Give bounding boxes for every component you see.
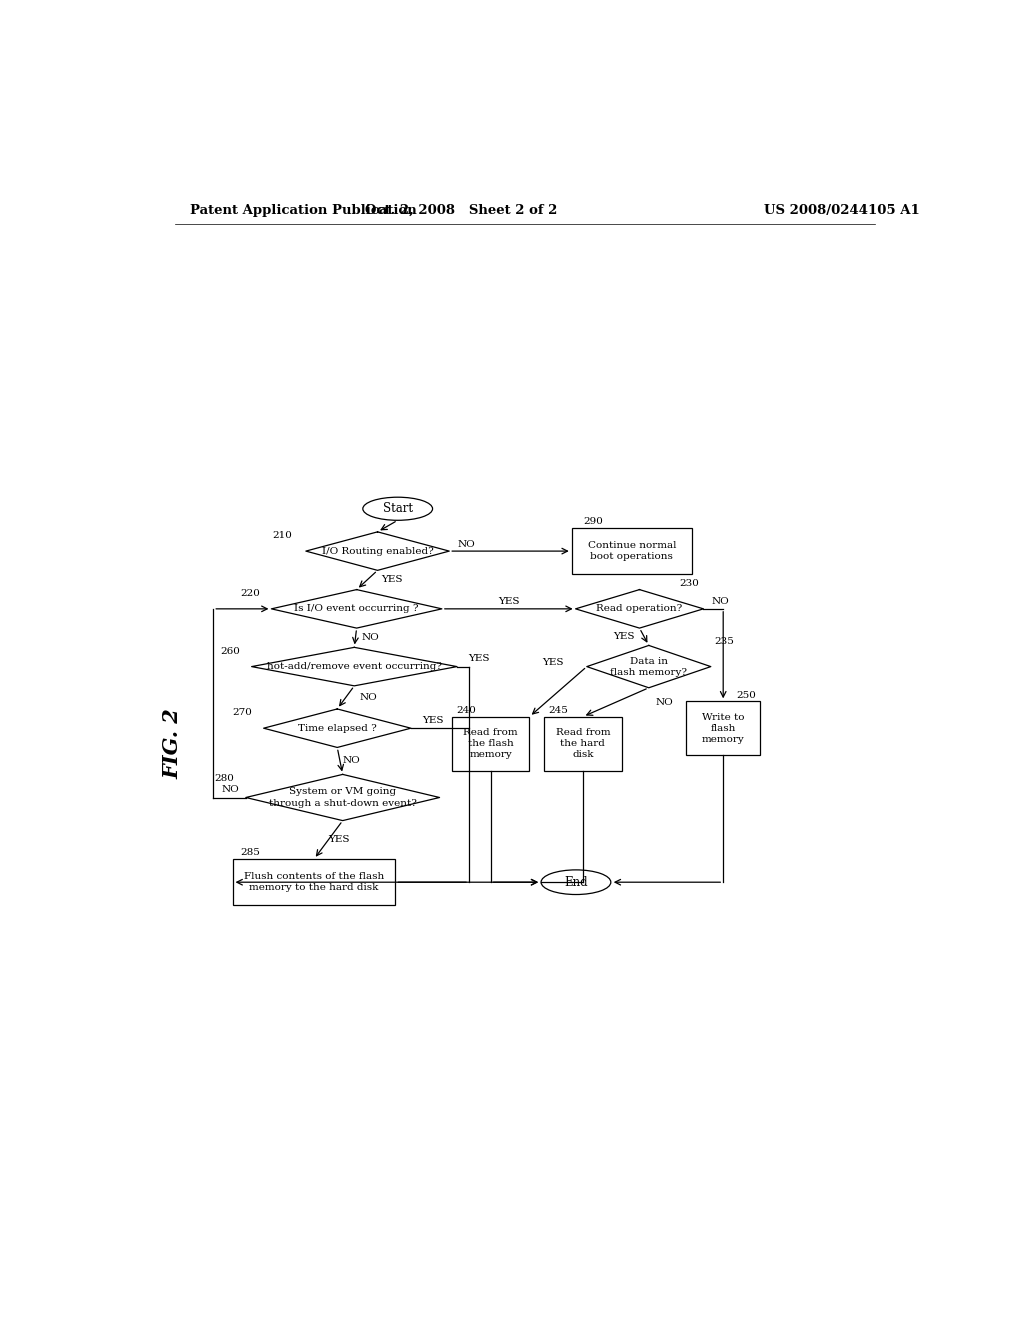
Text: 240: 240	[456, 706, 476, 715]
Text: Write to
flash
memory: Write to flash memory	[701, 713, 744, 743]
Text: Continue normal
boot operations: Continue normal boot operations	[588, 541, 676, 561]
Text: NO: NO	[222, 785, 240, 795]
Text: Is I/O event occurring ?: Is I/O event occurring ?	[294, 605, 419, 614]
Text: FIG. 2: FIG. 2	[163, 709, 183, 779]
Text: NO: NO	[712, 597, 729, 606]
Text: End: End	[564, 875, 588, 888]
Text: NO: NO	[359, 693, 377, 702]
Text: Read from
the flash
memory: Read from the flash memory	[464, 729, 518, 759]
Text: 260: 260	[220, 647, 240, 656]
Text: 245: 245	[548, 706, 568, 715]
Text: Start: Start	[383, 502, 413, 515]
Text: NO: NO	[361, 634, 380, 643]
Text: Read operation?: Read operation?	[596, 605, 683, 614]
Text: I/O Routing enabled?: I/O Routing enabled?	[322, 546, 433, 556]
Text: 235: 235	[715, 638, 734, 645]
Text: YES: YES	[613, 632, 635, 642]
Text: NO: NO	[458, 540, 475, 549]
Text: 290: 290	[584, 517, 603, 527]
Text: 220: 220	[240, 589, 260, 598]
Text: 280: 280	[214, 774, 234, 783]
Text: YES: YES	[423, 715, 444, 725]
Text: Time elapsed ?: Time elapsed ?	[298, 723, 377, 733]
Text: YES: YES	[328, 836, 349, 845]
Bar	[686, 701, 760, 755]
Text: 250: 250	[736, 690, 756, 700]
Text: 230: 230	[680, 579, 699, 587]
Text: Data in
flash memory?: Data in flash memory?	[610, 656, 687, 677]
Text: Read from
the hard
disk: Read from the hard disk	[556, 729, 610, 759]
Text: 210: 210	[272, 531, 292, 540]
Text: Patent Application Publication: Patent Application Publication	[190, 205, 417, 218]
Text: 270: 270	[232, 709, 252, 717]
Bar	[544, 717, 622, 771]
Bar	[571, 528, 692, 574]
Text: YES: YES	[381, 576, 402, 585]
Text: YES: YES	[469, 655, 490, 664]
Text: Flush contents of the flash
memory to the hard disk: Flush contents of the flash memory to th…	[244, 873, 384, 892]
Bar	[232, 859, 395, 906]
Bar	[452, 717, 529, 771]
Text: YES: YES	[498, 597, 519, 606]
Text: YES: YES	[542, 659, 563, 667]
Text: hot-add/remove event occurring?: hot-add/remove event occurring?	[267, 663, 441, 671]
Text: NO: NO	[655, 698, 673, 706]
Text: NO: NO	[342, 756, 360, 766]
Text: US 2008/0244105 A1: US 2008/0244105 A1	[764, 205, 920, 218]
Text: System or VM going
through a shut-down event?: System or VM going through a shut-down e…	[268, 788, 417, 808]
Text: 285: 285	[241, 849, 260, 858]
Text: Oct. 2, 2008   Sheet 2 of 2: Oct. 2, 2008 Sheet 2 of 2	[366, 205, 557, 218]
